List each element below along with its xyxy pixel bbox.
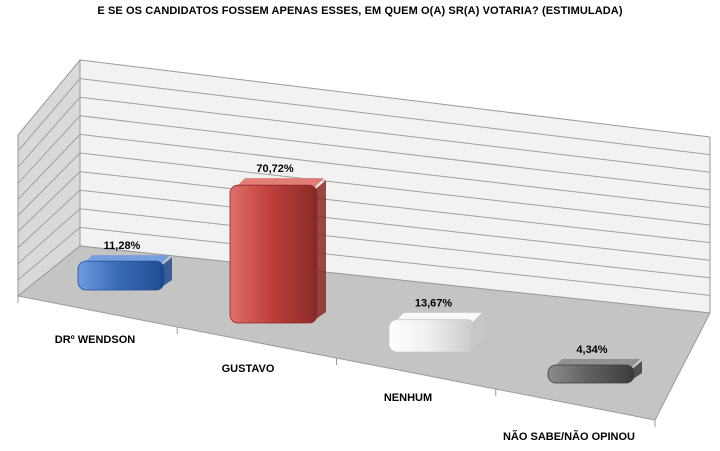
gridline	[17, 189, 81, 249]
bar-front	[547, 364, 635, 384]
gridline	[79, 208, 711, 279]
data-label-1: 11,28%	[104, 240, 141, 252]
gridline	[17, 171, 81, 232]
data-label-2: 70,72%	[256, 163, 294, 175]
gridline	[79, 115, 711, 191]
gridline	[79, 133, 711, 208]
gridline	[79, 171, 711, 244]
gridline	[17, 208, 81, 265]
bar-front	[388, 319, 476, 353]
bar-front	[77, 260, 165, 291]
gridline	[17, 227, 81, 281]
category-label-3: NENHUM	[384, 392, 432, 404]
gridline	[79, 189, 711, 261]
gridline	[17, 78, 81, 152]
category-label-1: DRº WENDSON	[55, 334, 135, 346]
bar-side	[313, 180, 326, 321]
gridline	[79, 78, 711, 156]
gridline	[17, 152, 81, 216]
data-label-3: 13,67%	[415, 298, 453, 310]
gridline	[17, 134, 81, 200]
gridline	[79, 96, 711, 173]
bar-side	[471, 314, 484, 350]
gridline	[17, 96, 81, 168]
bar-side	[160, 257, 172, 288]
chart-title: E SE OS CANDIDATOS FOSSEM APENAS ESSES, …	[97, 5, 623, 17]
gridline	[79, 152, 711, 226]
bar-4	[547, 359, 642, 384]
bar-1	[77, 255, 172, 291]
bar-2	[229, 178, 326, 324]
category-label-4: NÃO SABE/NÃO OPINOU	[503, 430, 635, 443]
bar-3	[388, 312, 484, 353]
category-label-2: GUSTAVO	[222, 363, 275, 375]
bar-side	[630, 361, 642, 381]
bar-front	[229, 184, 318, 324]
data-label-4: 4,34%	[576, 344, 607, 356]
gridline	[79, 226, 711, 296]
gridline	[17, 115, 81, 184]
